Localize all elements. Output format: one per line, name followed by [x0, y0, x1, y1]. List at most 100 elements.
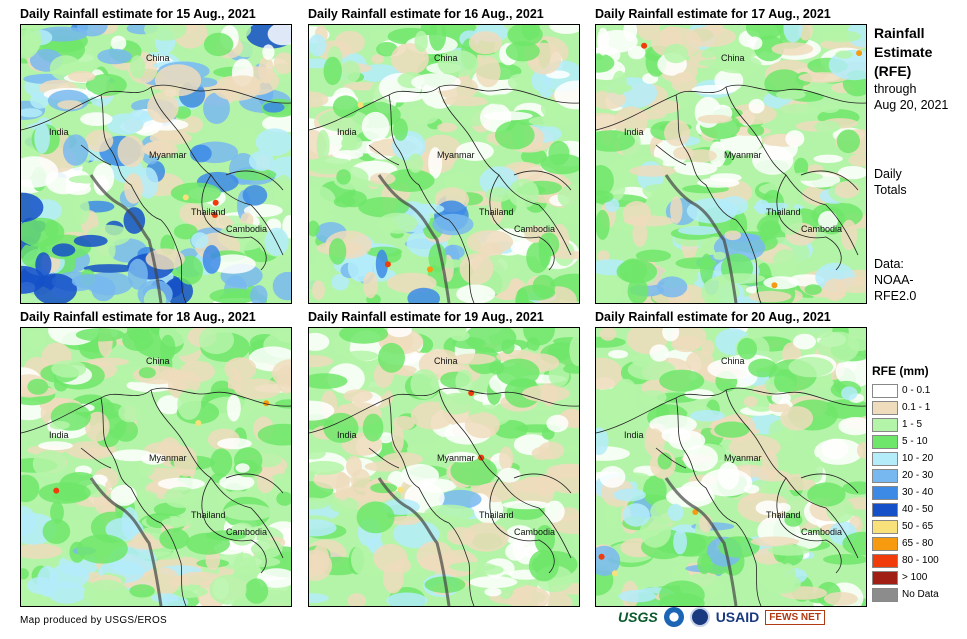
- rain-cell: [651, 27, 702, 59]
- rain-cell: [272, 359, 291, 388]
- rainfall-map: China India Myanmar Thailand Cambodia: [20, 24, 292, 304]
- panel-title: Daily Rainfall estimate for 18 Aug., 202…: [20, 310, 256, 324]
- data-source-line2: RFE2.0: [874, 289, 917, 303]
- rain-cell: [784, 513, 803, 527]
- rain-cell: [224, 75, 260, 92]
- rain-cell: [505, 41, 540, 62]
- legend-item: 80 - 100: [872, 552, 939, 569]
- rain-cell: [748, 290, 792, 303]
- heavy-rain-cell: [856, 50, 863, 57]
- rain-cell: [442, 96, 490, 107]
- rain-cell: [340, 60, 361, 84]
- country-border: [309, 387, 579, 434]
- heavy-rain-cell: [598, 553, 605, 560]
- rain-cell: [701, 339, 715, 356]
- rain-cell: [701, 276, 740, 303]
- rain-cell: [250, 285, 268, 303]
- heavy-rain-cell: [612, 570, 618, 577]
- rain-cell: [242, 185, 268, 206]
- country-border: [513, 170, 572, 191]
- rain-cell: [771, 42, 814, 56]
- rain-cell: [416, 541, 454, 572]
- rain-cell: [763, 276, 800, 290]
- legend-swatch: [872, 587, 898, 602]
- rain-cell: [363, 271, 378, 299]
- legend-item: 65 - 80: [872, 535, 939, 552]
- map-label-india: India: [337, 127, 357, 137]
- rain-cell: [138, 367, 156, 379]
- legend-swatch: [872, 485, 898, 500]
- rain-cell: [387, 328, 412, 338]
- rain-cell: [756, 469, 791, 482]
- rain-cell: [438, 489, 482, 509]
- legend-swatch: [872, 536, 898, 551]
- legend-label: 80 - 100: [902, 555, 939, 566]
- country-border: [776, 174, 842, 271]
- map-label-india: India: [624, 127, 644, 137]
- rain-cell: [508, 178, 539, 208]
- legend-swatch: [872, 553, 898, 568]
- heavy-rain-cell: [182, 194, 189, 201]
- country-border: [225, 170, 284, 191]
- rain-cell: [361, 111, 390, 142]
- rain-cell: [450, 330, 470, 342]
- rain-cell: [387, 516, 421, 526]
- legend-item: 1 - 5: [872, 416, 939, 433]
- rain-cell: [173, 223, 198, 240]
- rain-cell: [51, 360, 87, 378]
- rain-cell: [597, 29, 638, 53]
- usgs-logo: USGS: [618, 609, 658, 625]
- legend-swatch: [872, 400, 898, 415]
- rain-cell: [210, 254, 256, 274]
- map-label-india: India: [337, 430, 357, 440]
- rain-cell: [272, 271, 291, 301]
- rain-cell: [217, 438, 252, 450]
- rain-cell: [451, 393, 472, 405]
- rain-cell: [49, 563, 90, 589]
- rain-cell: [623, 215, 675, 227]
- rain-cell: [548, 140, 570, 166]
- rain-cell: [378, 342, 405, 373]
- rain-cell: [507, 25, 543, 47]
- map-label-china: China: [434, 53, 458, 63]
- rain-cell: [656, 276, 688, 298]
- country-border: [80, 447, 112, 469]
- sidebar-title: Rainfall Estimate (RFE) through Aug 20, …: [874, 24, 948, 113]
- rain-cell: [557, 183, 579, 211]
- title-line: Rainfall: [874, 25, 925, 41]
- rain-cell: [377, 212, 418, 234]
- rain-cell: [784, 182, 799, 208]
- legend-swatch: [872, 570, 898, 585]
- panel-title: Daily Rainfall estimate for 16 Aug., 202…: [308, 7, 544, 21]
- rain-cell: [309, 553, 325, 577]
- rain-cell: [528, 549, 559, 582]
- legend-label: 50 - 65: [902, 521, 934, 532]
- rain-cell: [714, 55, 762, 74]
- rain-cell: [406, 442, 446, 456]
- rain-cell: [783, 25, 803, 43]
- rain-cell: [129, 109, 150, 120]
- legend-item: 0 - 0.1: [872, 382, 939, 399]
- rain-cell: [273, 174, 291, 206]
- rain-cell: [126, 539, 168, 550]
- country-border: [675, 397, 737, 524]
- rain-cell: [309, 91, 329, 108]
- legend-swatch: [872, 468, 898, 483]
- rain-cell: [334, 30, 365, 55]
- rain-cell: [332, 150, 364, 160]
- rain-cell: [163, 486, 198, 508]
- heavy-rain-cell: [195, 420, 202, 426]
- rain-cell: [110, 484, 137, 506]
- rain-cell: [50, 501, 64, 524]
- rain-cell: [309, 185, 336, 217]
- country-border: [201, 174, 267, 271]
- rain-cell: [657, 452, 672, 470]
- map-label-china: China: [146, 356, 170, 366]
- rain-cell: [332, 95, 359, 118]
- country-border: [448, 219, 475, 303]
- rain-cell: [333, 195, 356, 208]
- rain-cell: [835, 50, 853, 59]
- rain-cell: [316, 129, 330, 161]
- rain-cell: [847, 334, 866, 351]
- rain-cell: [613, 488, 646, 502]
